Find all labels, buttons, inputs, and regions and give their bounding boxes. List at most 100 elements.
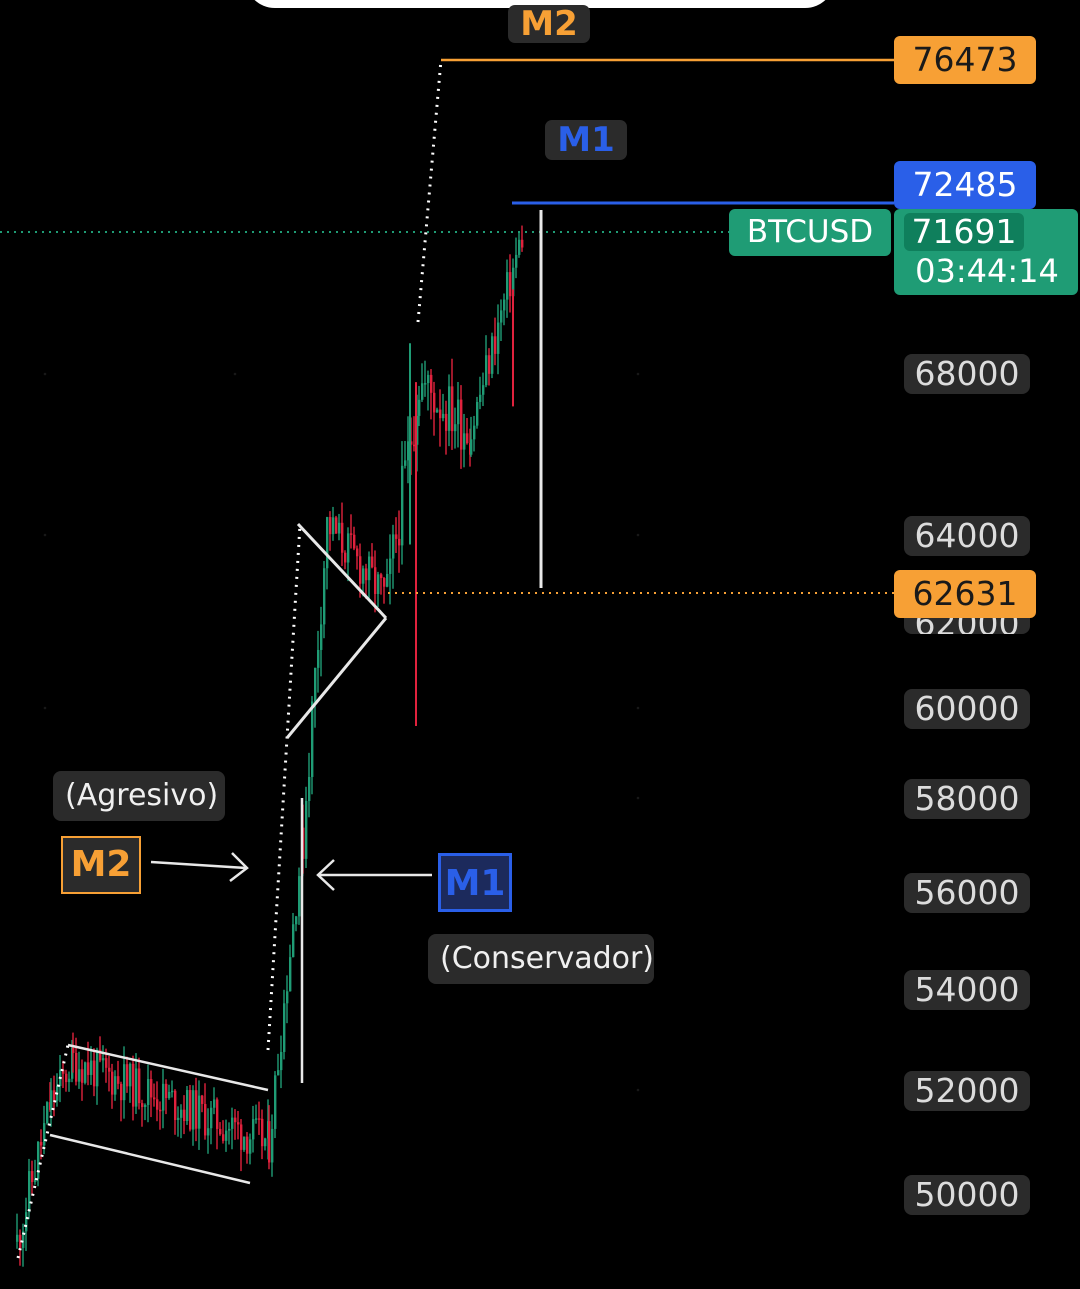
symbol-label: BTCUSD	[729, 209, 891, 256]
candle	[353, 534, 356, 549]
axis-label-50000: 50000	[904, 1175, 1030, 1215]
candle	[451, 386, 454, 432]
candle	[65, 1073, 68, 1083]
candle	[114, 1076, 117, 1095]
candle	[454, 424, 457, 432]
candle	[219, 1128, 222, 1135]
candle	[506, 272, 509, 300]
candle	[19, 1234, 22, 1248]
candle	[518, 239, 521, 255]
candle	[102, 1058, 105, 1061]
candle	[222, 1134, 225, 1141]
phone-notch	[245, 0, 835, 8]
candle	[298, 876, 301, 917]
candle	[350, 533, 353, 535]
candle	[147, 1079, 150, 1105]
candle	[111, 1071, 114, 1095]
candle	[43, 1123, 46, 1146]
candle	[488, 355, 491, 374]
candle	[332, 517, 335, 535]
candle	[398, 538, 401, 546]
candle	[165, 1083, 168, 1099]
candle	[171, 1090, 174, 1093]
candle	[292, 924, 295, 958]
axis-label-58000: 58000	[904, 779, 1030, 819]
candle	[71, 1047, 74, 1079]
candle	[448, 386, 451, 431]
candle	[521, 239, 524, 248]
conservative-note: (Conservador)	[428, 934, 654, 984]
candle	[503, 299, 506, 311]
candle	[460, 399, 463, 450]
candle	[439, 409, 442, 419]
symmetric-triangle	[285, 522, 388, 739]
candle	[326, 517, 329, 569]
candle	[401, 465, 404, 546]
candle	[470, 439, 473, 455]
candle	[40, 1141, 43, 1146]
candle	[280, 1051, 283, 1071]
m2-entry-tag[interactable]: M2	[61, 836, 141, 894]
candle	[207, 1128, 210, 1136]
candle	[159, 1109, 162, 1112]
candle	[274, 1075, 277, 1129]
candle	[53, 1090, 56, 1101]
candle	[138, 1068, 141, 1104]
candle	[252, 1119, 255, 1140]
candle	[25, 1212, 28, 1232]
candle	[231, 1117, 234, 1129]
m1-target-tag[interactable]: M1	[545, 120, 627, 160]
candle	[442, 413, 445, 419]
candle	[16, 1234, 19, 1242]
candle	[249, 1139, 252, 1154]
candle	[132, 1063, 135, 1107]
candle	[34, 1178, 37, 1183]
candle	[283, 1003, 286, 1052]
candle	[457, 399, 460, 425]
candle	[177, 1117, 180, 1120]
candle	[195, 1090, 198, 1129]
candle	[93, 1060, 96, 1087]
candle	[213, 1099, 216, 1108]
candle	[186, 1090, 189, 1122]
grid-dots	[43, 372, 640, 1092]
candle	[75, 1052, 78, 1082]
candle	[189, 1090, 192, 1130]
candle	[153, 1097, 156, 1100]
arrow-left-icon	[316, 859, 432, 891]
candle	[183, 1109, 186, 1122]
candle	[362, 568, 365, 584]
candle	[512, 267, 515, 297]
candle	[320, 624, 323, 650]
candle	[81, 1069, 84, 1083]
axis-label-56000: 56000	[904, 873, 1030, 913]
candle	[87, 1062, 90, 1075]
candle	[120, 1083, 123, 1101]
candle	[90, 1060, 93, 1075]
candle	[204, 1103, 207, 1136]
axis-label-64000: 64000	[904, 516, 1030, 556]
candle	[413, 444, 416, 447]
candle	[347, 533, 350, 563]
candle	[344, 552, 347, 563]
axis-label-52000: 52000	[904, 1071, 1030, 1111]
axis-label-54000: 54000	[904, 970, 1030, 1010]
candle	[368, 556, 371, 581]
candle	[407, 441, 410, 461]
candle	[421, 383, 424, 400]
candle	[404, 460, 407, 466]
candle	[156, 1099, 159, 1110]
candle	[22, 1231, 25, 1248]
candle	[46, 1102, 49, 1124]
candle	[308, 776, 311, 801]
candle	[162, 1083, 165, 1111]
m2-target-tag[interactable]: M2	[508, 5, 590, 43]
candle	[268, 1121, 271, 1163]
candle	[150, 1079, 153, 1098]
m1-entry-tag[interactable]: M1	[438, 853, 512, 912]
candle	[371, 556, 374, 568]
candle	[225, 1130, 228, 1141]
candle	[264, 1138, 267, 1147]
candle	[141, 1103, 144, 1108]
